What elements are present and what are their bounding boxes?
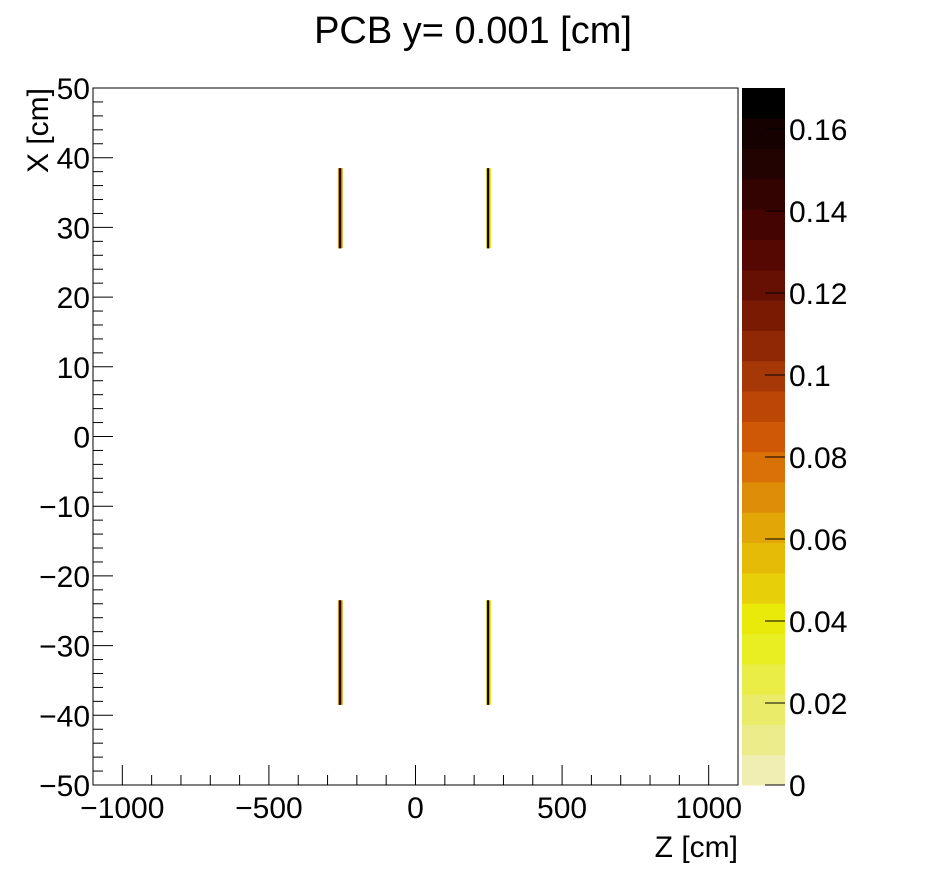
- colorbar-band: [742, 88, 785, 119]
- y-tick-label: −40: [39, 700, 90, 733]
- colorbar-tick-label: 0.06: [789, 524, 847, 557]
- colorbar-band: [742, 209, 785, 241]
- y-tick-label: 0: [73, 422, 90, 455]
- heatmap-cell-inner: [487, 600, 489, 705]
- colorbar-band: [742, 754, 785, 786]
- y-tick-label: 30: [57, 212, 90, 245]
- y-tick-label: 40: [57, 143, 90, 176]
- colorbar-tick-label: 0.08: [789, 442, 847, 475]
- chart-title: PCB y= 0.001 [cm]: [314, 10, 632, 52]
- x-tick-label: 500: [537, 792, 587, 825]
- colorbar-tick-label: 0.16: [789, 114, 847, 147]
- colorbar-band: [742, 360, 785, 392]
- plot-frame: [92, 87, 739, 786]
- y-tick-label: −20: [39, 561, 90, 594]
- colorbar-tick-label: 0.14: [789, 196, 847, 229]
- heatmap-cell-inner: [339, 600, 341, 705]
- colorbar-axis: 0 0.02 0.04 0.06 0.08 0.1 0.12 0.14 0.16: [765, 114, 847, 803]
- colorbar-band: [742, 239, 785, 271]
- colorbar-tick-label: 0.12: [789, 278, 847, 311]
- x-axis: −1000 −500 0 500 1000: [80, 765, 742, 825]
- colorbar-band: [742, 724, 785, 756]
- x-tick-label: −1000: [80, 792, 164, 825]
- colorbar-band: [742, 300, 785, 331]
- colorbar-band: [742, 269, 785, 301]
- colorbar-tick-label: 0: [789, 770, 806, 803]
- colorbar-tick-label: 0.02: [789, 688, 847, 721]
- colorbar-band: [742, 694, 785, 725]
- y-tick-label: −10: [39, 491, 90, 524]
- colorbar-band: [742, 481, 785, 513]
- y-tick-label: 20: [57, 282, 90, 315]
- y-tick-label: 50: [57, 73, 90, 106]
- y-tick-label: −30: [39, 631, 90, 664]
- heatmap-cell-inner: [487, 168, 489, 249]
- colorbar-band: [742, 118, 785, 150]
- colorbar-band: [742, 603, 785, 634]
- x-tick-label: 1000: [675, 792, 742, 825]
- colorbar-band: [742, 421, 785, 453]
- colorbar-band: [742, 633, 785, 665]
- colorbar-band: [742, 391, 785, 422]
- colorbar-band: [742, 330, 785, 362]
- colorbar-band: [742, 572, 785, 604]
- colorbar-band: [742, 512, 785, 544]
- colorbar-tick-label: 0.04: [789, 606, 847, 639]
- y-tick-label: 10: [57, 352, 90, 385]
- colorbar-band: [742, 148, 785, 180]
- colorbar-band: [742, 663, 785, 695]
- y-tick-label: −50: [39, 770, 90, 803]
- colorbar-band: [742, 542, 785, 574]
- heatmap-cell-inner: [339, 168, 341, 249]
- x-tick-label: 0: [407, 792, 424, 825]
- colorbar-band: [742, 178, 785, 210]
- x-axis-label: Z [cm]: [655, 831, 738, 864]
- colorbar: [742, 88, 785, 786]
- x-tick-label: −500: [235, 792, 303, 825]
- plot-regions: [337, 168, 491, 705]
- y-axis-label: X [cm]: [22, 88, 55, 173]
- colorbar-band: [742, 451, 785, 483]
- colorbar-tick-label: 0.1: [789, 360, 831, 393]
- y-axis: 50 40 30 20 10 0 −10 −20 −30 −40 −50: [39, 73, 113, 803]
